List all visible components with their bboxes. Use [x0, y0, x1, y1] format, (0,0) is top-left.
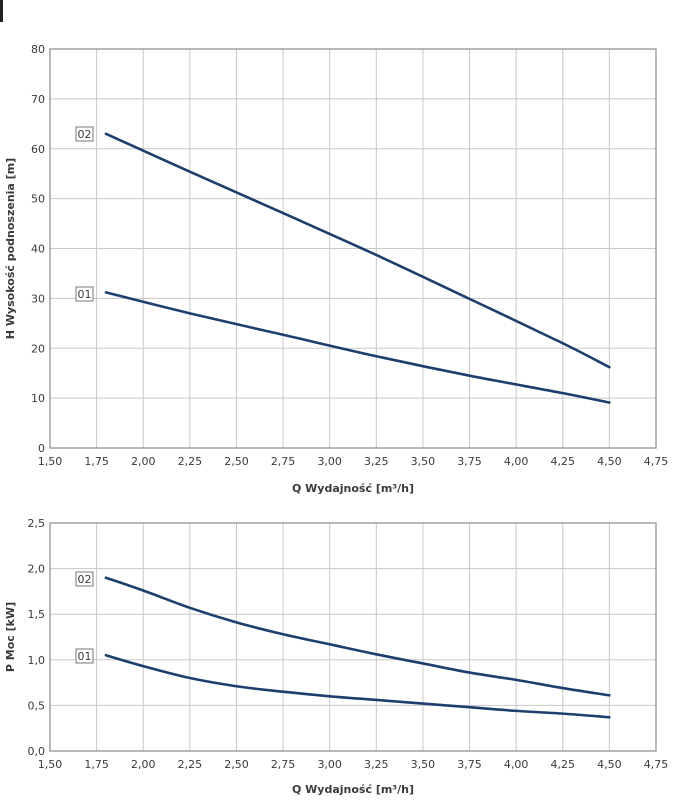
x-tick-label: 4,50 [597, 455, 622, 468]
y-tick-label: 30 [31, 292, 45, 305]
x-tick-label: 1,75 [84, 758, 109, 771]
plot-frame [49, 48, 657, 449]
x-tick-label: 3,00 [317, 758, 342, 771]
x-tick-label: 3,75 [457, 758, 482, 771]
series-label-box [75, 286, 94, 302]
x-tick-label: 2,25 [178, 758, 203, 771]
series-label-box [75, 648, 94, 664]
x-tick-label: 1,50 [38, 758, 63, 771]
x-tick-label: 4,75 [644, 455, 669, 468]
x-tick-label: 4,25 [551, 758, 576, 771]
corner-mark [0, 0, 3, 22]
x-axis-title: Q Wydajność [m³/h] [292, 783, 414, 796]
y-tick-label: 2,5 [28, 517, 46, 530]
x-tick-label: 4,50 [597, 758, 622, 771]
series-line-01 [104, 653, 611, 719]
x-tick-label: 4,25 [551, 455, 576, 468]
x-tick-label: 2,75 [271, 758, 296, 771]
x-tick-label: 2,25 [178, 455, 203, 468]
y-tick-label: 1,5 [28, 608, 46, 621]
series-line-02 [104, 132, 611, 369]
x-tick-label: 4,00 [504, 758, 529, 771]
y-tick-label: 0 [38, 442, 45, 455]
y-tick-label: 1,0 [28, 654, 46, 667]
series-line-01 [104, 291, 611, 404]
y-tick-label: 70 [31, 93, 45, 106]
y-tick-label: 60 [31, 143, 45, 156]
y-axis-title: P Moc [kW] [4, 602, 17, 672]
chart-2: 1,50 1,75 2,00 2,25 2,50 2,75 3,00 3,25 3,50 3,75… [4, 517, 668, 796]
x-tick-label: 2,50 [224, 758, 249, 771]
y-tick-label: 80 [31, 43, 45, 56]
x-tick-label: 2,75 [271, 455, 296, 468]
plot-frame [49, 522, 657, 752]
series-label-02: 02 [78, 573, 92, 586]
x-tick-label: 4,00 [504, 455, 529, 468]
series-label-01: 01 [78, 288, 92, 301]
series-label-02: 02 [78, 128, 92, 141]
y-tick-label: 50 [31, 193, 45, 206]
x-tick-label: 1,50 [38, 455, 63, 468]
y-tick-label: 10 [31, 392, 45, 405]
x-tick-label: 4,75 [644, 758, 669, 771]
x-tick-label: 3,25 [364, 758, 389, 771]
x-tick-label: 2,00 [131, 758, 156, 771]
x-tick-label: 3,25 [364, 455, 389, 468]
x-tick-label: 3,75 [457, 455, 482, 468]
x-tick-label: 2,50 [224, 455, 249, 468]
y-tick-label: 0,0 [28, 745, 46, 758]
series-label-box [75, 126, 94, 142]
y-tick-label: 40 [31, 243, 45, 256]
x-axis-title: Q Wydajność [m³/h] [292, 482, 414, 495]
chart-1: 1,50 1,75 2,00 2,25 2,50 2,75 3,00 3,25 3,50 3,75… [4, 43, 668, 495]
x-tick-label: 3,00 [317, 455, 342, 468]
y-tick-label: 2,0 [28, 563, 46, 576]
y-axis-title: H Wysokość podnoszenia [m] [4, 158, 17, 339]
x-tick-label: 3,50 [411, 758, 436, 771]
x-tick-label: 3,50 [411, 455, 436, 468]
y-tick-label: 0,5 [28, 699, 46, 712]
series-label-box [75, 571, 94, 587]
series-line-02 [104, 576, 611, 697]
x-tick-label: 2,00 [131, 455, 156, 468]
series-label-01: 01 [78, 650, 92, 663]
y-tick-label: 20 [31, 342, 45, 355]
x-tick-label: 1,75 [84, 455, 109, 468]
